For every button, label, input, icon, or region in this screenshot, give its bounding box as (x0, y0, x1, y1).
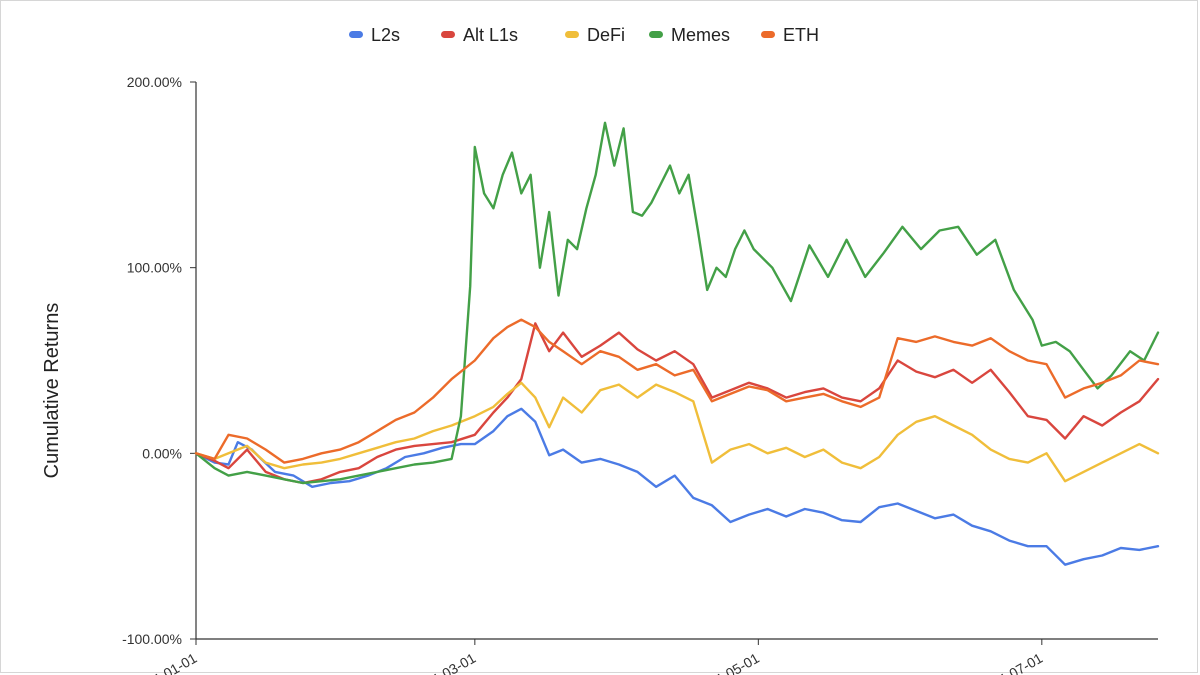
legend-swatch (761, 31, 775, 38)
legend-item[interactable]: L2s (349, 25, 400, 45)
series-line-alt-l1s (194, 322, 1160, 485)
y-tick-label: -100.00% (122, 631, 182, 647)
legend-swatch (565, 31, 579, 38)
series-line-eth (194, 318, 1160, 464)
y-tick-label: 0.00% (142, 445, 182, 461)
legend-item[interactable]: ETH (761, 25, 819, 45)
series-line-l2s (194, 407, 1160, 566)
legend-label: ETH (783, 25, 819, 45)
x-tick-label: 2024-03-01 (408, 650, 478, 675)
series-layer (194, 121, 1160, 566)
legend-label: L2s (371, 25, 400, 45)
legend-swatch (349, 31, 363, 38)
legend-item[interactable]: Alt L1s (441, 25, 518, 45)
axes: 200.00% 100.00% 0.00% -100.00% 2024-01-01 202… (122, 74, 1158, 675)
y-tick-label: 100.00% (127, 260, 182, 276)
legend-label: Memes (671, 25, 730, 45)
y-tick-label: 200.00% (127, 74, 182, 90)
legend-swatch (649, 31, 663, 38)
x-tick-label: 2024-07-01 (975, 650, 1045, 675)
series-line-memes (194, 121, 1160, 485)
legend-item[interactable]: DeFi (565, 25, 625, 45)
legend-label: DeFi (587, 25, 625, 45)
legend-item[interactable]: Memes (649, 25, 730, 45)
series-line-defi (194, 381, 1160, 483)
x-tick-label: 2024-05-01 (692, 650, 762, 675)
y-axis-title: Cumulative Returns (41, 303, 63, 479)
legend-label: Alt L1s (463, 25, 518, 45)
legend: L2s Alt L1s DeFi Memes ETH (349, 25, 819, 45)
x-tick-label: 2024-01-01 (129, 650, 199, 675)
legend-swatch (441, 31, 455, 38)
